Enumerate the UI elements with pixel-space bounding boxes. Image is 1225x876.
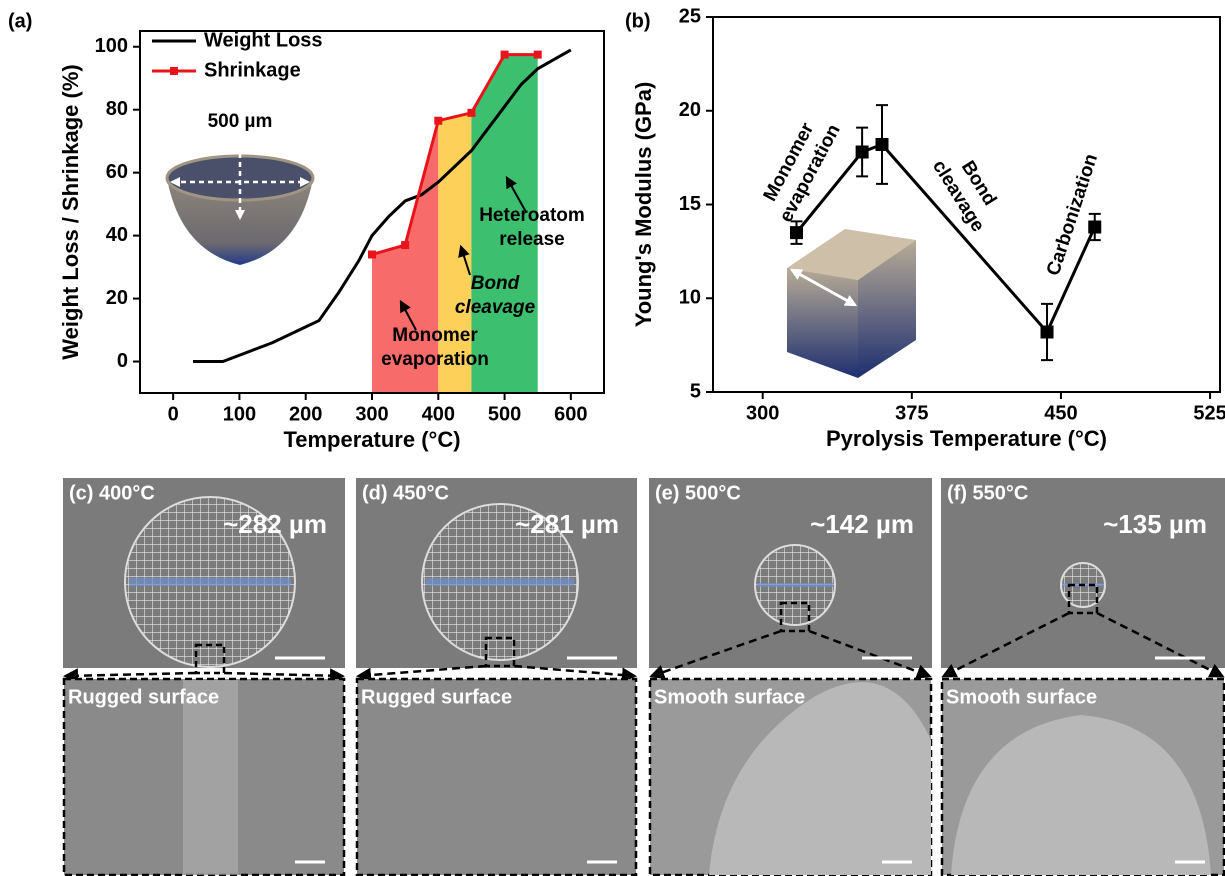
marker	[790, 226, 804, 240]
y-tick-label: 40	[106, 224, 128, 246]
zoom-line	[356, 664, 487, 683]
legend-label: Weight Loss	[204, 29, 323, 51]
zoom-box	[194, 643, 226, 675]
annotation-line: evaporation	[381, 349, 489, 370]
zoom-line	[649, 629, 782, 680]
legend-label: Shrinkage	[204, 59, 301, 81]
surface-label: Rugged surface	[68, 686, 219, 708]
y-tick-label: 80	[106, 98, 128, 120]
marker	[368, 250, 376, 259]
y-tick-label: 100	[95, 35, 128, 57]
annotation-line: release	[499, 229, 565, 250]
marker	[1040, 325, 1054, 339]
panel-label: (b)	[625, 10, 651, 32]
chart: 0 100 200 300 400 500 600 0 20 40 60 80 100 Temperatu…	[8, 10, 605, 452]
annotation: Heteroatom release	[479, 205, 585, 250]
annotation-line: 500 µm	[208, 111, 273, 132]
zoom-line	[223, 668, 345, 684]
surface-label: Smooth surface	[654, 686, 805, 708]
marker	[401, 241, 410, 250]
panel-label: (a)	[8, 10, 32, 32]
zoom-line	[941, 611, 1070, 678]
chart: 300 375 450 525 5 10 15 20 25 Pyrolysis Temperatu…	[625, 5, 1225, 451]
marker	[467, 108, 476, 117]
annotation-line: Monomer	[392, 325, 478, 346]
annotation-line: Bond	[471, 273, 520, 294]
sem-panel: (d) 450°C ~281 µm Rugged surface	[355, 478, 638, 876]
sem-panel: (f) 550°C ~135 µm Smooth surface	[940, 478, 1225, 876]
panel-label: (e) 500°C	[655, 482, 741, 504]
zoom-box	[1067, 583, 1099, 615]
y-tick-label: 20	[679, 99, 701, 121]
y-tick-label: 25	[679, 5, 701, 27]
legend-marker	[170, 67, 178, 75]
x-tick-label: 375	[895, 402, 928, 424]
annotation: Monomerevaporation	[754, 110, 844, 226]
marker	[434, 116, 443, 125]
marker	[500, 50, 509, 59]
x-tick-label: 450	[1044, 402, 1077, 424]
annotation: Bondcleavage	[928, 144, 1009, 236]
marker	[533, 50, 542, 59]
x-tick-label: 200	[289, 403, 322, 425]
series-line	[193, 48, 572, 364]
sem-panel: (c) 400°C ~282 µm Rugged surface	[62, 478, 346, 876]
annotation: Bond cleavage	[455, 273, 536, 318]
surface-label: Rugged surface	[361, 686, 512, 708]
annotation: Monomer evaporation	[381, 325, 489, 370]
y-tick-label: 60	[106, 161, 128, 183]
x-tick-label: 100	[223, 403, 256, 425]
y-tick-label: 15	[679, 193, 701, 215]
zoom-line	[513, 664, 637, 683]
y-axis-label: Weight Loss / Shrinkage (%)	[58, 64, 83, 359]
region	[438, 112, 472, 393]
marker	[875, 138, 889, 151]
annotation: 500 µm	[208, 111, 273, 132]
panel-label: (d) 450°C	[362, 482, 449, 504]
diameter-label: ~135 µm	[1103, 509, 1207, 539]
panel-label: (f) 550°C	[947, 482, 1028, 504]
annotation-line: cleavage	[455, 297, 536, 318]
x-tick-label: 300	[355, 403, 388, 425]
x-tick-label: 0	[168, 403, 179, 425]
x-tick-label: 400	[422, 403, 455, 425]
y-tick-label: 20	[106, 287, 128, 309]
y-tick-label: 0	[117, 350, 128, 372]
annotation-line: Heteroatom	[479, 205, 585, 226]
panel-label: (c) 400°C	[69, 482, 155, 504]
zoom-line	[808, 629, 932, 679]
x-tick-label: 600	[554, 403, 587, 425]
marker	[855, 145, 869, 159]
diameter-label: ~281 µm	[515, 509, 619, 539]
surface-shape	[951, 715, 1211, 875]
zoom-line	[1096, 611, 1225, 678]
x-tick-label: 300	[746, 402, 779, 424]
bowl-inset	[165, 142, 315, 265]
y-axis-label: Young's Modulus (GPa)	[631, 82, 656, 328]
zoom-box	[779, 601, 811, 633]
x-axis-label: Pyrolysis Temperature (°C)	[826, 426, 1107, 451]
surface-shape	[709, 682, 931, 875]
series-line	[371, 53, 538, 256]
arrows	[399, 175, 527, 331]
region	[471, 54, 538, 393]
diameter-label: ~282 µm	[223, 509, 327, 539]
zoom-line	[63, 668, 197, 684]
x-axis-label: Temperature (°C)	[283, 427, 460, 452]
y-tick-label: 5	[690, 380, 701, 402]
ridge	[183, 680, 238, 875]
surface-label: Smooth surface	[946, 686, 1097, 708]
sem-panel: (e) 500°C ~142 µm Smooth surface	[648, 478, 933, 876]
x-tick-label: 525	[1193, 402, 1225, 424]
zoom-box	[484, 636, 516, 668]
zoom-image	[355, 677, 638, 876]
x-tick-label: 500	[488, 403, 521, 425]
cube-inset	[787, 229, 916, 378]
diameter-label: ~142 µm	[810, 509, 914, 539]
region	[372, 120, 439, 393]
marker	[1088, 220, 1102, 234]
y-tick-label: 10	[679, 287, 701, 309]
